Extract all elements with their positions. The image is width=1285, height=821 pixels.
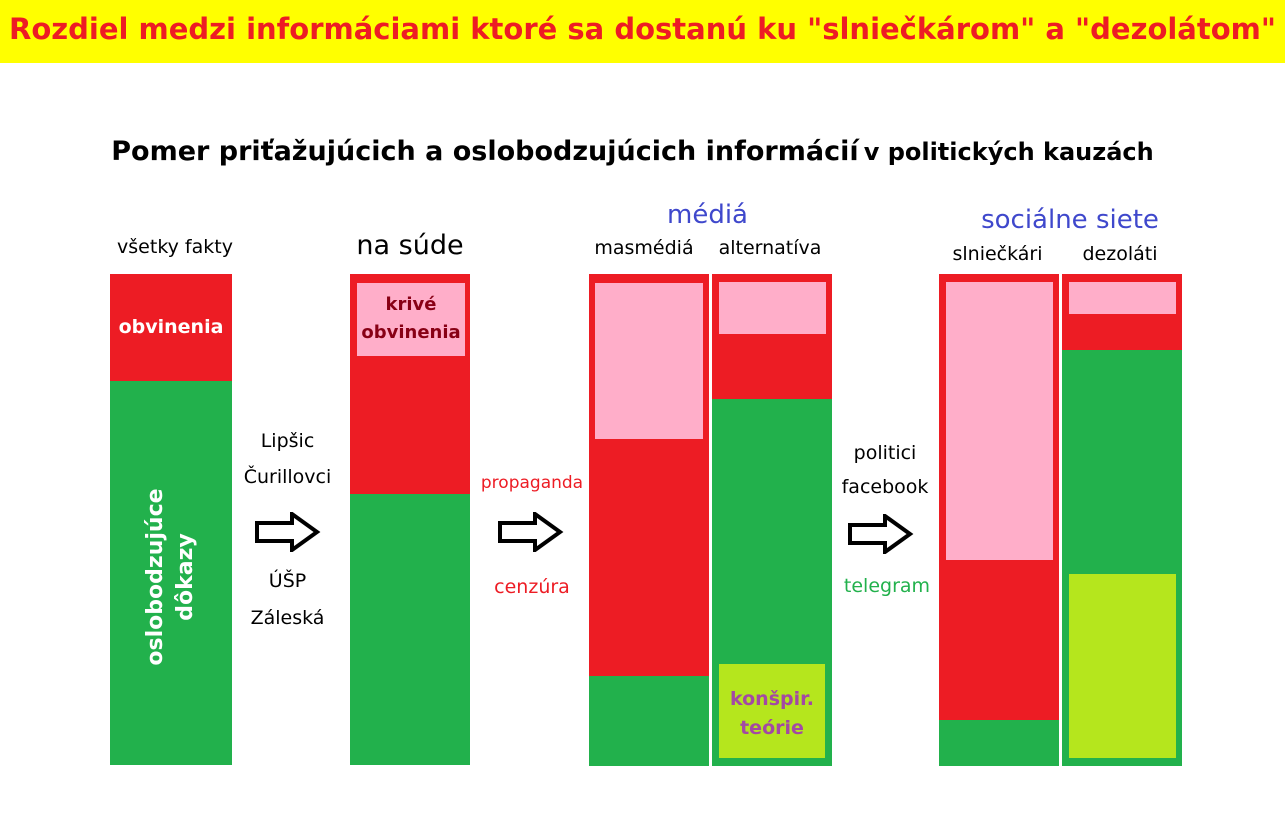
stage1-label-zaleska: Záleská [250, 607, 325, 629]
stage3-label-telegram: telegram [843, 575, 931, 597]
all-facts-red-segment [110, 274, 232, 381]
conspiracy-theories-label: konšpir. teórie [719, 685, 825, 743]
stage1-label-lipsic: Lipšic [260, 430, 315, 452]
stage1-label-curillovci: Čurillovci [243, 466, 332, 488]
right-arrow-icon [498, 512, 564, 552]
conspiracy-theories-segment [719, 664, 825, 758]
subtitle-part2: v politických kauzách [863, 138, 1154, 166]
media-group-heading: médiá [667, 200, 748, 230]
dezolati-pink-segment [1069, 282, 1176, 314]
diagram-subtitle: Pomer priťažujúcich a oslobodzujúcich in… [0, 136, 1265, 167]
court-green-segment [350, 494, 470, 765]
court-false-accusations-segment [357, 283, 465, 356]
stage2-label-propaganda: propaganda [480, 473, 584, 493]
dezolati-heading: dezoláti [1082, 243, 1158, 265]
exculpatory-evidence-label: oslobodzujúce dôkazy [141, 467, 201, 687]
exculpatory-line1: oslobodzujúce [143, 488, 168, 666]
conspiracy-line1: konšpir. [729, 688, 814, 710]
exculpatory-line2: dôkazy [173, 533, 198, 621]
accusations-label: obvinenia [118, 316, 224, 338]
mass-media-green-segment [589, 676, 709, 766]
slnieckari-heading: slniečkári [952, 243, 1043, 265]
title-banner [0, 0, 1285, 63]
banner-title: Rozdiel medzi informáciami ktoré sa dost… [8, 12, 1276, 46]
court-heading: na súde [356, 230, 464, 261]
false-accusations-line2: obvinenia [361, 322, 461, 343]
subtitle-part1: Pomer priťažujúcich a oslobodzujúcich in… [111, 136, 859, 167]
all-facts-heading: všetky fakty [117, 236, 233, 258]
mass-media-pink-segment [595, 283, 703, 439]
all-facts-green-segment [110, 381, 232, 765]
stage2-label-censorship: cenzúra [494, 576, 570, 598]
slnieckari-pink-segment [946, 282, 1053, 560]
false-accusations-label: krivé obvinenia [357, 291, 465, 347]
stage3-label-politicians: politici [853, 442, 917, 464]
slnieckari-green-segment [939, 720, 1059, 766]
alternative-pink-segment [719, 282, 826, 334]
mass-media-heading: masmédiá [594, 237, 694, 259]
conspiracy-line2: teórie [740, 717, 804, 739]
right-arrow-icon [255, 512, 321, 552]
stage3-label-facebook: facebook [841, 476, 929, 498]
stage1-label-usp: ÚŠP [268, 570, 307, 592]
false-accusations-line1: krivé [385, 294, 437, 315]
right-arrow-icon [848, 514, 914, 554]
social-networks-heading: sociálne siete [981, 205, 1159, 235]
dezolati-lime-segment [1069, 574, 1176, 758]
alternative-heading: alternatíva [718, 237, 822, 259]
